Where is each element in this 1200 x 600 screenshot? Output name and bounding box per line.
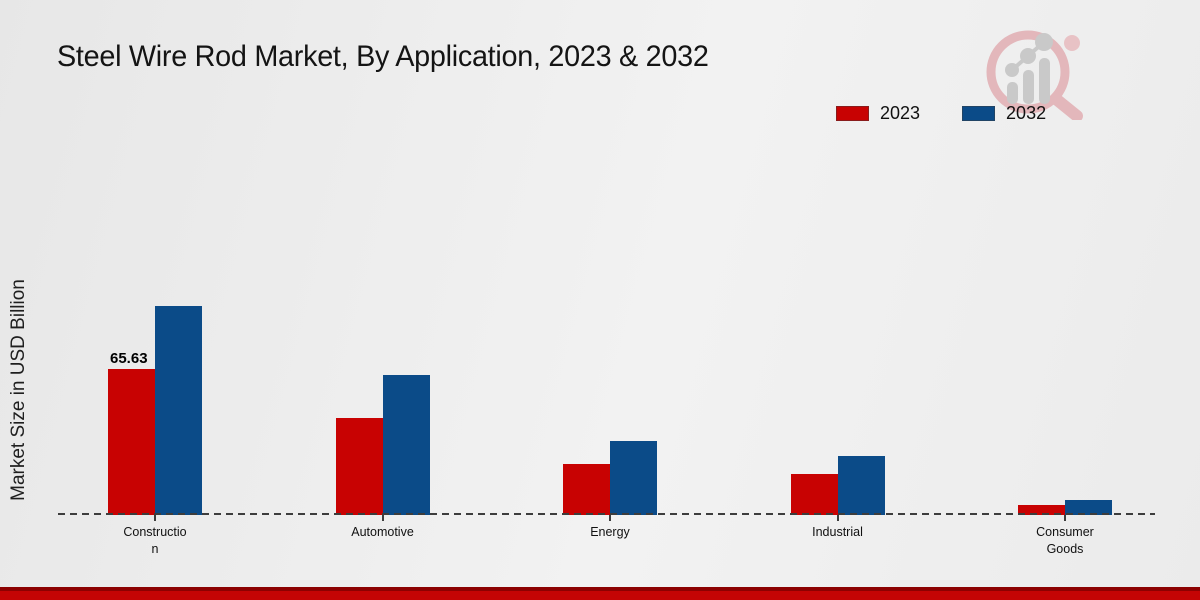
legend-swatch-2023 [836,106,869,121]
legend-label-2032: 2032 [1006,103,1047,123]
legend-item-2023: 2023 [836,103,920,124]
x-tick-industrial [836,515,839,521]
x-label-construction: Construction [123,525,187,556]
chart-title: Steel Wire Rod Market, By Application, 2… [57,40,709,73]
x-tick-construction [154,515,156,521]
bar-2032-energy [610,441,657,515]
x-label-consumer-goods: Consumer Goods [1036,525,1094,556]
legend-item-2032: 2032 [962,103,1046,124]
bar-2032-construction [155,306,202,515]
footer-strip [0,587,1200,600]
bar-2023-consumer-goods [1018,505,1065,515]
bar-2032-industrial [837,456,885,515]
bar-2023-automotive [335,418,383,515]
x-tick-energy [609,515,611,521]
x-label-industrial: Industrial [812,525,863,539]
legend-label-2023: 2023 [880,103,921,123]
x-label-automotive: Automotive [351,525,414,539]
legend-swatch-2032 [962,106,996,121]
bar-2023-industrial [790,474,838,515]
bar-2032-consumer-goods [1065,500,1112,515]
x-label-energy: Energy [590,525,630,539]
x-tick-automotive [381,515,384,521]
x-axis-baseline [58,513,1155,515]
bar-2032-automotive [382,375,430,515]
bar-2023-construction [108,369,155,515]
y-axis-label: Market Size in USD Billion [8,279,29,501]
magnifier-bar-chart-logo-icon [986,30,1083,120]
x-tick-consumer-goods [1064,515,1066,521]
data-label-2023-construction: 65.63 [110,350,148,367]
bar-2023-energy [563,464,610,515]
legend: 2023 2032 [836,103,1046,124]
